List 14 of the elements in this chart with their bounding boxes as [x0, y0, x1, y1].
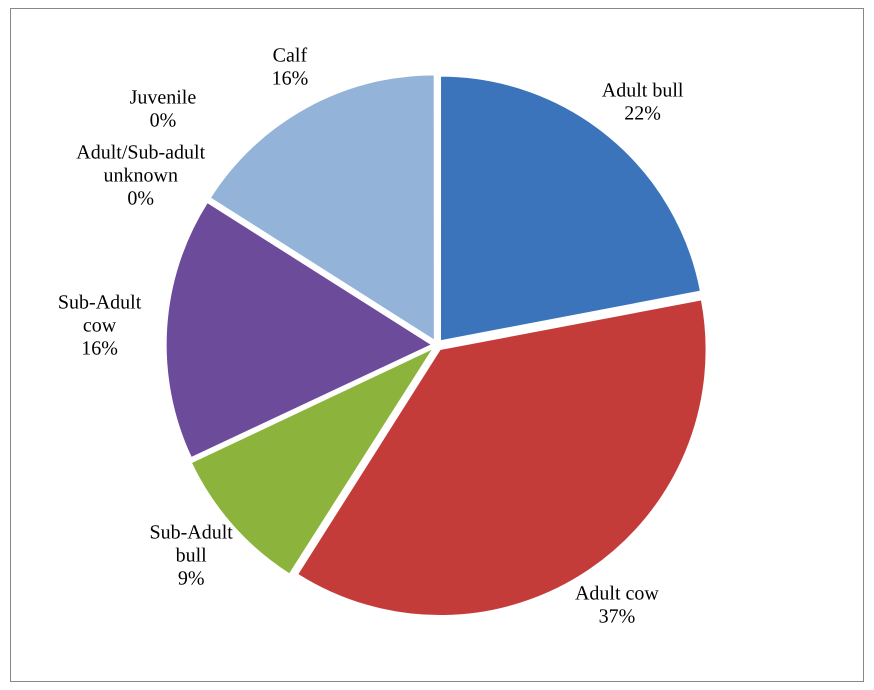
data-label: 37%: [598, 606, 636, 628]
category-label: Juvenile: [130, 86, 196, 108]
data-label: 16%: [81, 337, 118, 360]
category-label: Adult/Sub-adult unknown: [76, 141, 206, 186]
data-label: 9%: [178, 567, 204, 590]
slice-label: Sub-Adult cow: [58, 291, 142, 336]
slice-label: Adult bull: [602, 80, 684, 102]
text: 0%: [150, 109, 176, 132]
text: 0%: [127, 187, 154, 210]
slice-label: Calf: [272, 44, 308, 66]
slice-label: Adult cow: [574, 582, 660, 605]
data-label: 16%: [272, 67, 308, 90]
slice-label: Sub-Adult bull: [149, 521, 234, 566]
data-label: 22%: [624, 102, 661, 125]
